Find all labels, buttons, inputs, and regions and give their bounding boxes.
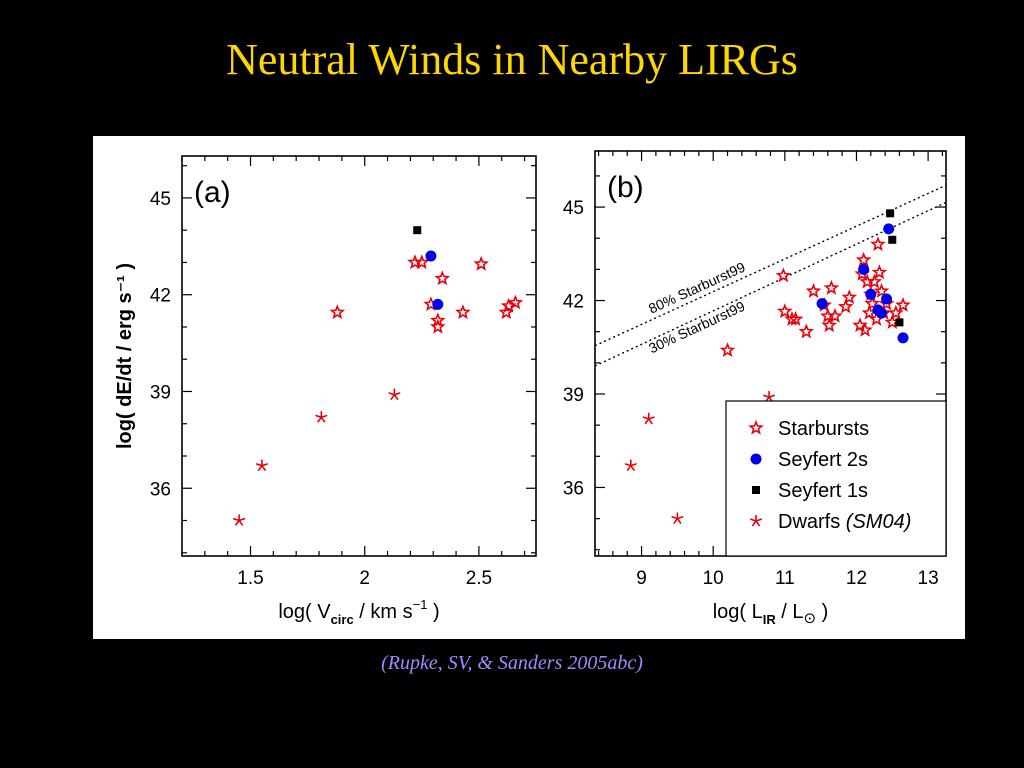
- citation: (Rupke, SV, & Sanders 2005abc): [381, 652, 643, 674]
- slide-title: Neutral Winds in Nearby LIRGs: [226, 35, 798, 84]
- data-point-star-open: [873, 282, 890, 298]
- data-point-star-open: [775, 267, 792, 283]
- data-point-circle: [883, 223, 895, 235]
- data-point-asterisk: [233, 514, 246, 526]
- y-tick-label: 36: [563, 478, 584, 499]
- data-point-star-open: [473, 255, 489, 271]
- data-point-square: [888, 235, 897, 244]
- y-tick-label: 45: [150, 189, 171, 210]
- data-point-circle: [432, 298, 444, 310]
- data-point-asterisk: [642, 412, 655, 425]
- x-tick-label: 13: [918, 568, 939, 589]
- plot-frame: [181, 155, 537, 557]
- data-point-circle: [425, 250, 437, 262]
- x-tick-label: 1.5: [237, 568, 263, 589]
- data-point-circle: [858, 263, 870, 275]
- data-point-star-open: [823, 279, 840, 295]
- y-tick-label: 39: [563, 385, 584, 406]
- legend-marker-star-open: [748, 419, 764, 435]
- data-point-star-open: [857, 321, 873, 337]
- data-point-star-open: [837, 298, 854, 314]
- x-axis-label: log( Vcirc / km s−1 ): [278, 597, 439, 627]
- x-tick-label: 12: [846, 568, 867, 589]
- data-point-asterisk: [388, 388, 401, 400]
- y-tick-label: 42: [150, 286, 171, 307]
- y-tick-label: 42: [563, 292, 584, 313]
- data-point-star-open: [787, 311, 804, 326]
- data-point-star-open: [805, 282, 822, 298]
- data-point-asterisk: [255, 459, 268, 471]
- data-point-square: [413, 226, 422, 235]
- data-point-star-open: [507, 294, 524, 310]
- data-point-star-open: [855, 251, 872, 267]
- y-axis-label: log( dE/dt / erg s⁻¹ ): [114, 263, 136, 449]
- data-point-square: [895, 318, 904, 327]
- legend-label: Starbursts: [778, 418, 869, 440]
- legend-marker-asterisk: [749, 514, 763, 527]
- data-point-star-open: [777, 303, 793, 319]
- data-point-star-open: [329, 304, 346, 320]
- panel-label: (a): [194, 176, 231, 209]
- data-point-star-open: [888, 304, 904, 320]
- x-tick-label: 11: [775, 568, 795, 589]
- legend: Starbursts Seyfert 2s Seyfert 1s Dwarfs (SM…: [725, 400, 947, 557]
- data-point-square: [886, 209, 895, 218]
- data-point-star-open: [430, 318, 446, 334]
- x-tick-label: 10: [703, 568, 724, 589]
- legend-marker-circle: [750, 453, 762, 465]
- data-point-star-open: [841, 289, 858, 305]
- legend-label: Dwarfs (SM04): [778, 511, 911, 533]
- data-point-star-open: [821, 317, 838, 333]
- x-tick-label: 9: [636, 568, 647, 589]
- scatter-figure: 1.5 2 2.5 36 39 42 45 (a) log( Vcirc / km s−1 ) l…: [114, 150, 947, 627]
- plot-a: 1.5 2 2.5 36 39 42 45 (a) log( Vcirc / km s−1 ) l…: [114, 155, 537, 627]
- y-tick-label: 45: [563, 198, 584, 219]
- data-point-circle: [881, 293, 893, 305]
- data-point-star-open: [866, 273, 883, 289]
- data-point-star-open: [434, 270, 451, 286]
- data-point-star-open: [864, 295, 881, 311]
- data-point-star-open: [719, 342, 736, 358]
- data-point-circle: [816, 298, 828, 310]
- data-point-asterisk: [763, 390, 776, 403]
- data-point-star-open: [455, 304, 471, 320]
- y-tick-label: 36: [150, 479, 171, 500]
- y-tick-label: 39: [150, 382, 171, 403]
- data-point-star-open: [798, 323, 815, 339]
- data-point-asterisk: [624, 459, 637, 471]
- data-point-star-open: [827, 307, 843, 323]
- legend-box: [725, 400, 947, 557]
- data-point-circle: [865, 288, 877, 300]
- data-point-asterisk: [315, 410, 328, 423]
- data-point-star-open: [414, 254, 430, 270]
- x-tick-label: 2: [359, 568, 370, 589]
- data-point-star-open: [871, 264, 888, 280]
- legend-marker-square: [752, 486, 760, 494]
- x-axis-label: log( LIR / L⊙ ): [713, 601, 829, 627]
- x-tick-label: 2.5: [466, 568, 492, 589]
- panel-label: (b): [607, 171, 644, 204]
- legend-label: Seyfert 1s: [778, 480, 868, 502]
- data-point-circle: [876, 307, 888, 319]
- data-point-star-open: [870, 236, 886, 252]
- data-point-star-open: [895, 297, 911, 312]
- data-point-asterisk: [671, 512, 684, 524]
- data-point-circle: [897, 332, 909, 344]
- legend-label: Seyfert 2s: [778, 449, 868, 471]
